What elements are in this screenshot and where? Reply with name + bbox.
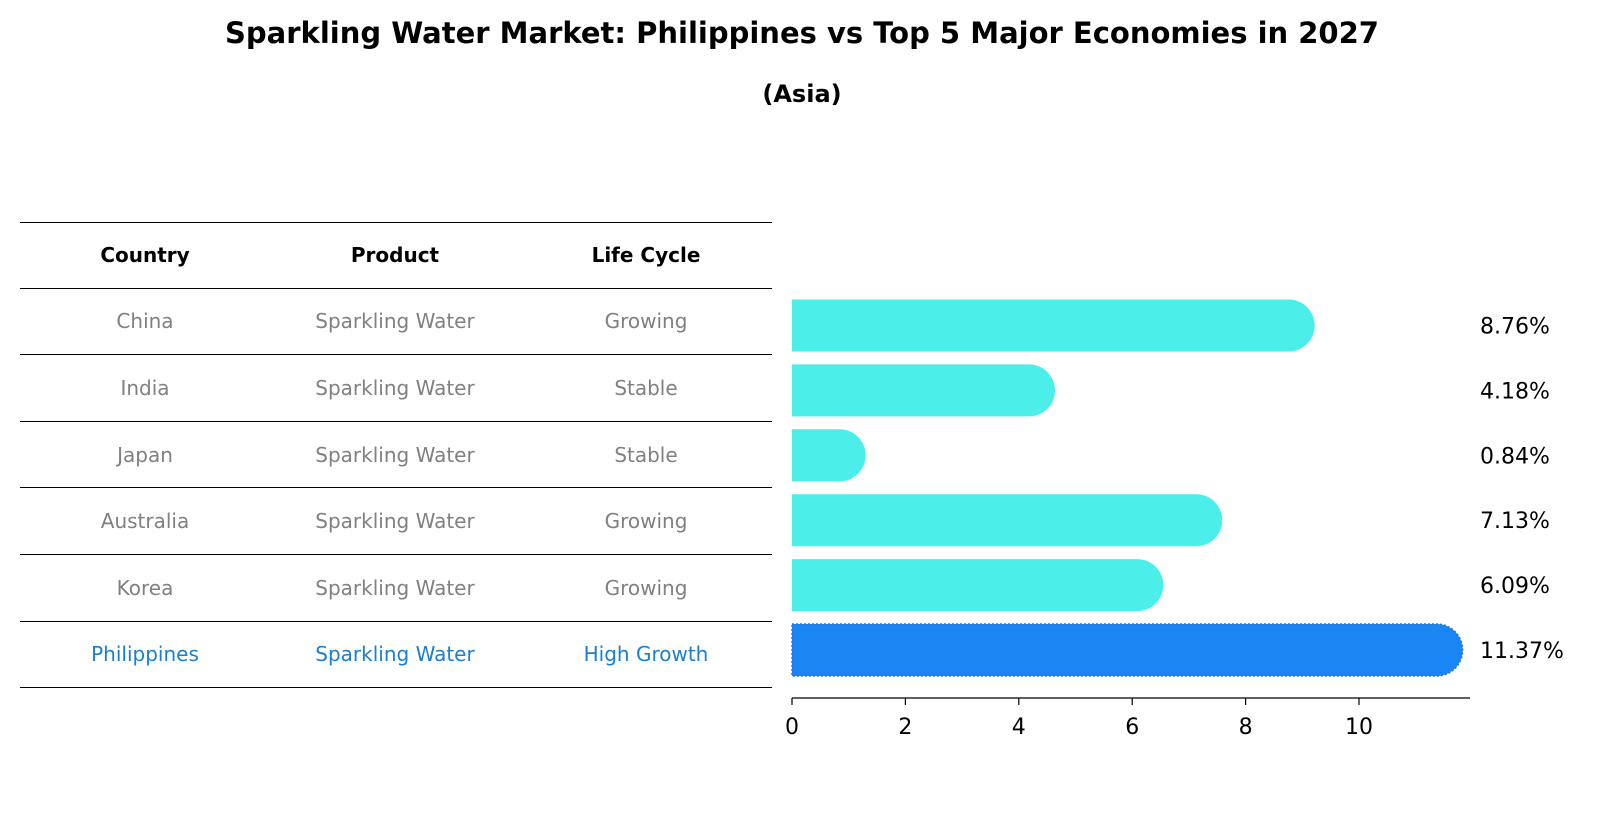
value-label-australia: 7.13% (1480, 509, 1550, 534)
bar-philippines (791, 623, 1464, 677)
country-cell: Australia (100, 509, 190, 534)
table-row: India Sparkling Water Stable (20, 355, 772, 422)
chart-title: Sparkling Water Market: Philippines vs T… (225, 16, 1379, 50)
header-life-cycle: Life Cycle (591, 243, 701, 268)
bar-japan (792, 429, 866, 482)
bar-india (792, 364, 1056, 417)
value-label-china: 8.76% (1480, 315, 1550, 340)
header-product: Product (350, 243, 440, 268)
country-cell: Japan (117, 442, 173, 467)
table-row-highlighted: Philippines Sparkling Water High Growth (20, 622, 772, 689)
x-tick-label: 6 (1125, 715, 1139, 740)
table-row: Japan Sparkling Water Stable (20, 422, 772, 489)
country-cell: Philippines (91, 642, 199, 667)
life-cycle-cell: Growing (604, 309, 688, 334)
country-cell: India (120, 375, 170, 400)
x-tick-label: 0 (785, 715, 799, 740)
product-cell: Sparkling Water (315, 575, 475, 600)
value-label-japan: 0.84% (1480, 444, 1550, 469)
life-cycle-cell: High Growth (583, 642, 709, 667)
country-table: Country Product Life Cycle China Sparkli… (20, 222, 772, 689)
chart-subtitle: (Asia) (762, 80, 842, 108)
life-cycle-cell: Stable (614, 442, 678, 467)
table-row: Australia Sparkling Water Growing (20, 488, 772, 555)
x-tick-label: 8 (1239, 715, 1253, 740)
product-cell: Sparkling Water (315, 442, 475, 467)
product-cell: Sparkling Water (315, 375, 475, 400)
header-country: Country (100, 243, 190, 268)
table-row: Korea Sparkling Water Growing (20, 555, 772, 622)
value-label-korea: 6.09% (1480, 574, 1550, 599)
x-tick-label: 4 (1012, 715, 1026, 740)
life-cycle-cell: Growing (604, 575, 688, 600)
table-row: China Sparkling Water Growing (20, 289, 772, 356)
value-label-india: 4.18% (1480, 379, 1550, 404)
country-cell: China (116, 309, 174, 334)
x-tick-label: 2 (898, 715, 912, 740)
bar-australia (792, 494, 1223, 547)
product-cell: Sparkling Water (315, 309, 475, 334)
table-header-row: Country Product Life Cycle (20, 222, 772, 289)
product-cell: Sparkling Water (315, 642, 475, 667)
value-label-philippines: 11.37% (1480, 639, 1564, 664)
product-cell: Sparkling Water (315, 509, 475, 534)
country-cell: Korea (116, 575, 174, 600)
bar-china (792, 299, 1315, 352)
x-tick-label: 10 (1345, 715, 1373, 740)
life-cycle-cell: Growing (604, 509, 688, 534)
bar-korea (792, 559, 1164, 612)
life-cycle-cell: Stable (614, 375, 678, 400)
